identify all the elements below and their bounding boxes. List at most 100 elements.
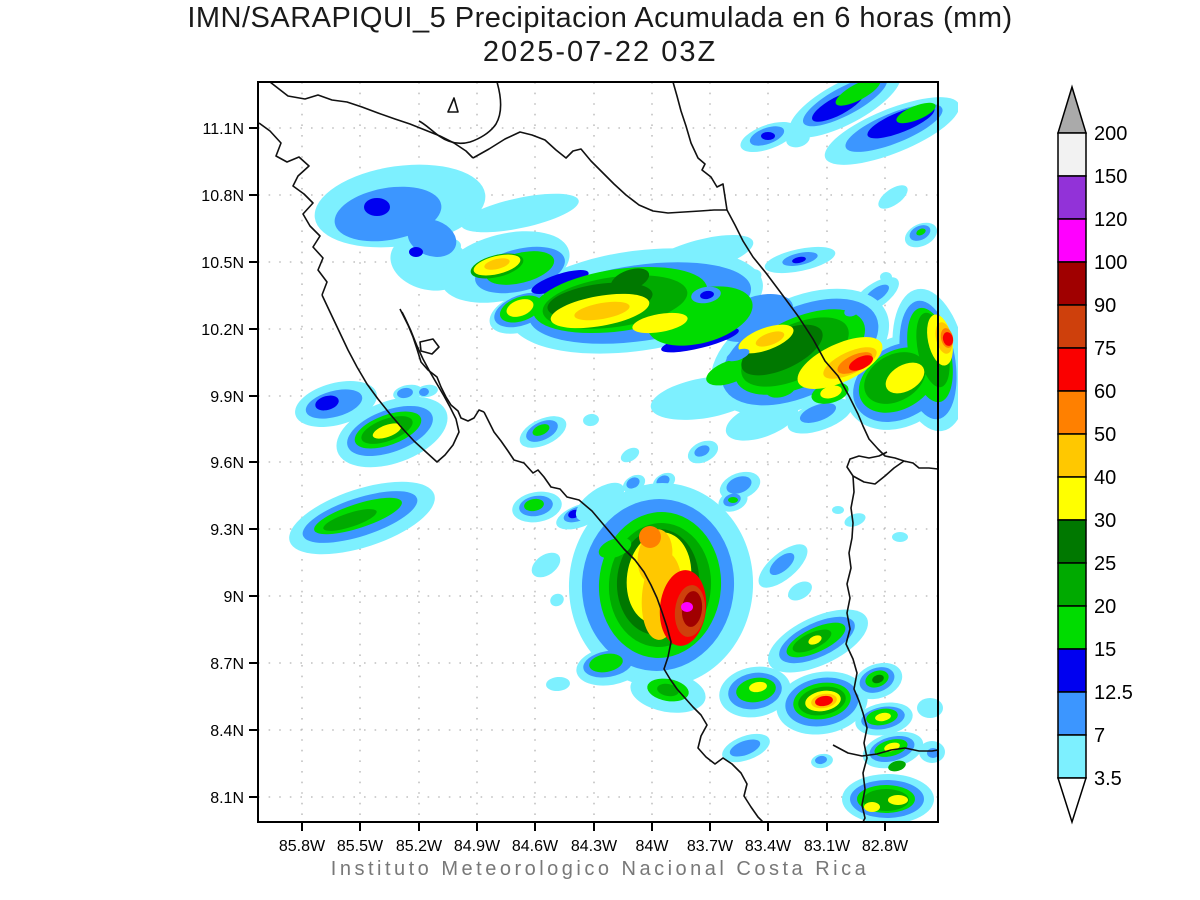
precip-contour-shape — [916, 228, 926, 236]
precip-contour-shape — [524, 498, 544, 512]
colorbar-level-label: 200 — [1094, 123, 1127, 145]
precip-contour-shape — [681, 602, 693, 612]
precip-contour-shape — [872, 674, 884, 684]
precip-contour-shape — [844, 513, 866, 527]
coastline-path — [321, 294, 460, 463]
precip-contour-shape — [657, 683, 679, 697]
precip-contour-shape — [835, 83, 881, 106]
x-tick-label: 85.2W — [396, 838, 443, 855]
precip-contour-shape — [755, 331, 785, 347]
precip-contour-shape — [820, 385, 842, 399]
precip-contour-shape — [574, 301, 630, 321]
coastlines — [258, 83, 939, 822]
precip-contour-shape — [888, 760, 906, 772]
precip-contour-shape — [484, 258, 510, 270]
colorbar-level-label: 75 — [1094, 338, 1116, 360]
precip-contour-shape — [792, 256, 806, 264]
y-tick-label: 10.8N — [201, 188, 244, 205]
precip-contour-shape — [610, 268, 650, 292]
precip-contour-shape — [700, 290, 714, 300]
precip-contour-shape — [864, 802, 880, 812]
y-tick-label: 8.7N — [210, 656, 244, 673]
colorbar-level-label: 12.5 — [1094, 682, 1133, 704]
colorbar-level-label: 25 — [1094, 553, 1116, 575]
coastline-path — [832, 744, 939, 757]
colorbar-bottom-arrow — [1056, 777, 1088, 825]
coastline-path — [418, 83, 502, 145]
precip-contour-shape — [598, 537, 632, 559]
precip-contour-shape — [848, 355, 874, 371]
precip-contour-shape — [372, 423, 402, 439]
precip-contour-shape — [786, 130, 810, 148]
colorbar-cell — [1057, 175, 1087, 220]
x-tick-label: 83.4W — [745, 838, 792, 855]
coastline-path — [845, 475, 868, 822]
y-axis-latitude-ticks: 11.1N 10.8N 10.5N 10.2N 9.9N 9.6N 9.3N 9N 8.7N 8.… — [201, 121, 258, 807]
precip-contour-shape — [769, 552, 795, 576]
colorbar-level-label: 60 — [1094, 381, 1116, 403]
colorbar-level-label: 100 — [1094, 252, 1127, 274]
precip-contour-shape — [728, 497, 738, 503]
y-tick-label: 9.6N — [210, 455, 244, 472]
precip-contour-shape — [726, 348, 750, 362]
colorbar-level-label: 150 — [1094, 166, 1127, 188]
colorbar-cell — [1057, 648, 1087, 693]
precip-contour-shape — [506, 299, 534, 317]
precip-contour-shape — [741, 324, 823, 376]
y-tick-label: 8.1N — [210, 790, 244, 807]
coastline-path — [846, 451, 905, 485]
precip-contour-shape — [892, 532, 908, 542]
colorbar-cell — [1057, 562, 1087, 607]
colorbar-cell — [1057, 519, 1087, 564]
colorbar-cell — [1057, 691, 1087, 736]
colorbar-top-arrow — [1056, 84, 1088, 134]
precip-contour-shape — [364, 198, 390, 216]
y-tick-label: 9N — [224, 589, 244, 606]
y-tick-label: 9.9N — [210, 389, 244, 406]
coastline-path — [483, 411, 765, 822]
precip-contour-shape — [531, 552, 561, 578]
x-tick-label: 84.3W — [571, 838, 618, 855]
coastline-path — [399, 308, 485, 422]
precip-contour-shape — [875, 712, 891, 722]
institution-caption: Instituto Meteorologico Nacional Costa R… — [330, 858, 870, 880]
precip-contour-shape — [808, 635, 822, 645]
colorbar-cell — [1057, 433, 1087, 478]
precip-contour-shape — [315, 395, 339, 411]
colorbar-cell — [1057, 218, 1087, 263]
colorbar-legend: 200 150 120 100 90 75 60 50 40 30 25 20 15 12.5 7 3.5 — [1056, 84, 1133, 825]
precip-contour-shape — [626, 477, 640, 489]
precip-contour-shape — [729, 739, 761, 757]
precip-contour-shape — [888, 795, 908, 805]
precip-contour-shape — [788, 581, 812, 601]
precip-contour-shape — [761, 132, 775, 140]
plot-titles: IMN/SARAPIQUI_5 Precipitacion Acumulada … — [0, 2, 1200, 69]
precip-contour-shape — [337, 211, 371, 233]
colorbar-level-label: 50 — [1094, 424, 1116, 446]
precip-contour-shape — [550, 593, 564, 607]
colorbar-level-label: 30 — [1094, 510, 1116, 532]
x-tick-label: 84.9W — [454, 838, 501, 855]
coastline-path — [447, 97, 459, 113]
precip-contour-shape — [725, 399, 799, 441]
coastline-path — [419, 338, 440, 355]
precip-contour-shape — [531, 270, 589, 294]
colorbar-level-label: 15 — [1094, 639, 1116, 661]
colorbar-cell — [1057, 261, 1087, 306]
x-axis-longitude-ticks: 85.8W 85.5W 85.2W 84.9W 84.6W 84.3W 84W 83.7W 83… — [279, 822, 909, 855]
colorbar-cell — [1057, 390, 1087, 435]
precip-contour-shape — [397, 387, 413, 399]
colorbar-cell — [1057, 605, 1087, 650]
precip-contour-shape — [546, 676, 570, 692]
precip-contour-shape — [878, 185, 908, 209]
precip-contour-shape — [815, 755, 827, 765]
y-tick-label: 10.2N — [201, 322, 244, 339]
x-tick-label: 84.6W — [512, 838, 559, 855]
precip-contour-shape — [407, 219, 457, 257]
x-tick-label: 83.7W — [687, 838, 734, 855]
x-tick-label: 82.8W — [862, 838, 909, 855]
precip-contour-shape — [749, 681, 767, 693]
colorbar-level-label: 40 — [1094, 467, 1116, 489]
